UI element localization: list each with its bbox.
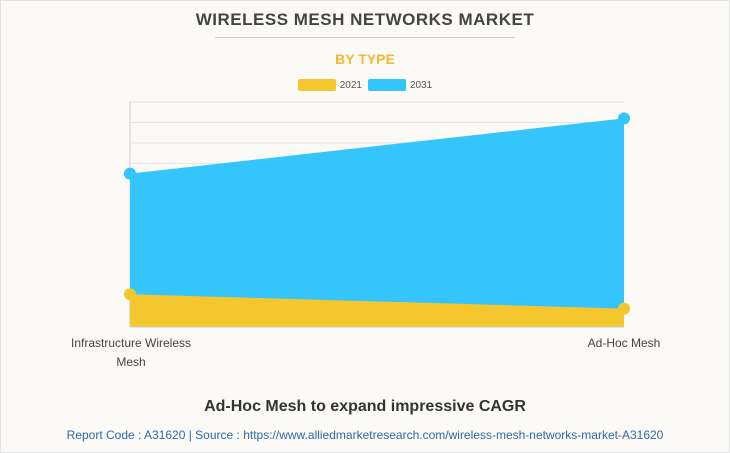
- chart-title: WIRELESS MESH NETWORKS MARKET: [195, 10, 535, 29]
- source-footer: Report Code : A31620 | Source : https://…: [66, 428, 664, 442]
- legend-item-2031[interactable]: 2031: [368, 79, 432, 91]
- legend-swatch-2031: [368, 79, 406, 91]
- data-point-2021-0: [124, 288, 136, 301]
- data-point-2021-1: [618, 302, 630, 315]
- legend-label-2021: 2021: [339, 79, 362, 91]
- data-point-2031-0: [124, 167, 136, 180]
- chart-subtitle: BY TYPE: [335, 51, 395, 67]
- chart-caption: Ad-Hoc Mesh to expand impressive CAGR: [204, 398, 526, 415]
- legend-swatch-2021: [297, 79, 336, 91]
- legend: 2021 2031: [0, 79, 730, 91]
- legend-item-2021[interactable]: 2021: [297, 79, 362, 91]
- data-point-2031-1: [618, 112, 630, 125]
- x-tick-label-infrastructure: Infrastructure Wireless Mesh: [70, 336, 192, 369]
- area-series-2021: [130, 294, 624, 327]
- title-divider: [215, 37, 515, 38]
- area-series-2031: [130, 118, 624, 327]
- legend-label-2031: 2031: [410, 79, 433, 91]
- x-tick-label-adhoc: Ad-Hoc Mesh: [587, 336, 661, 350]
